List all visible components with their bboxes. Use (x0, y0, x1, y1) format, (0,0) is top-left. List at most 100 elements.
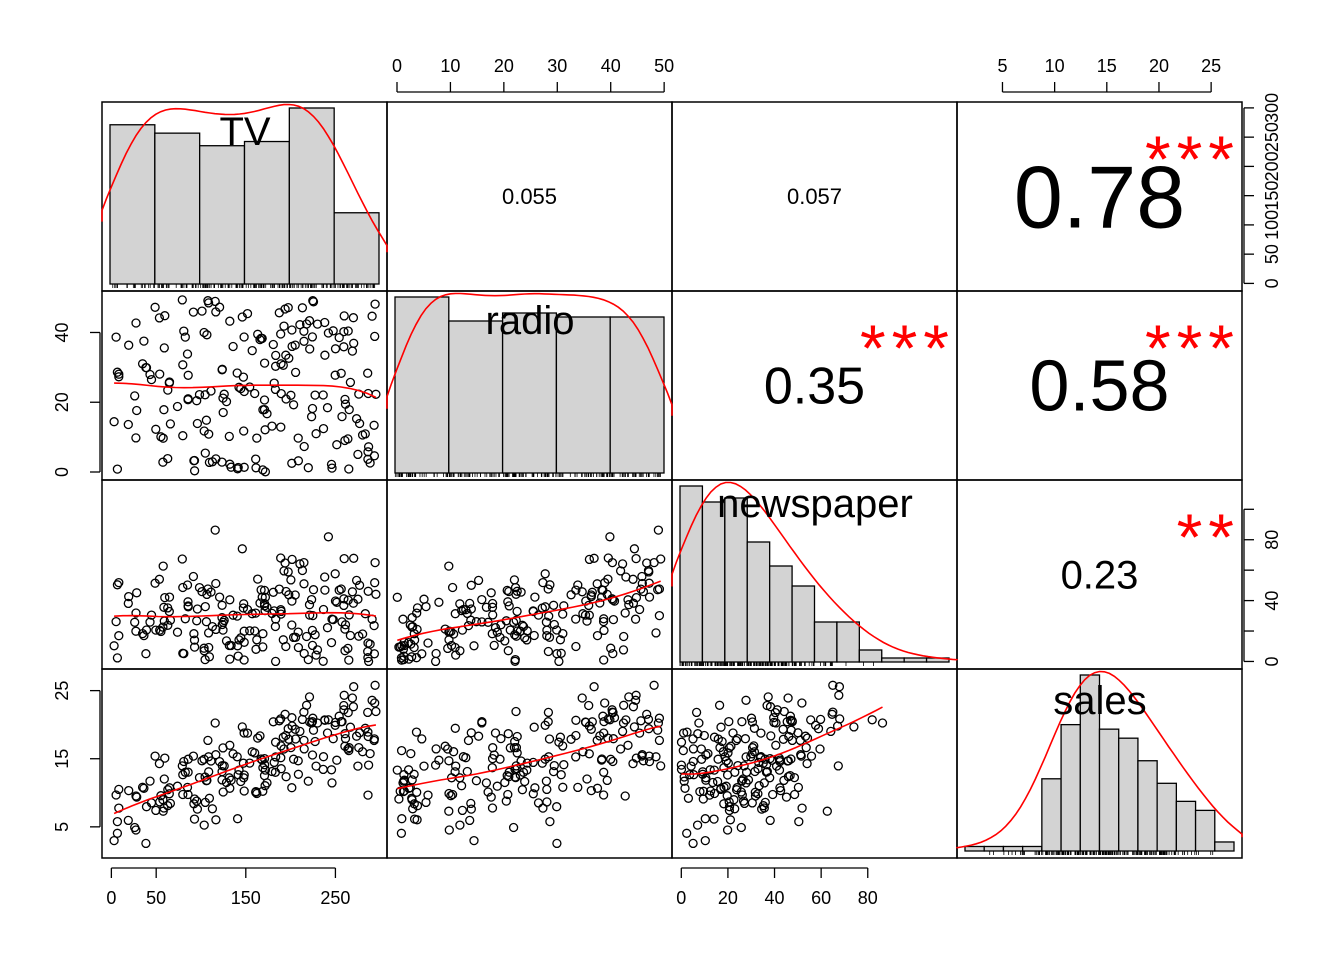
data-point (156, 626, 166, 637)
data-point (250, 388, 260, 399)
data-point (299, 326, 309, 336)
data-point (151, 625, 161, 635)
data-point (643, 714, 654, 725)
data-point (280, 558, 290, 568)
data-point (299, 579, 309, 589)
data-point (592, 579, 602, 589)
data-point (236, 383, 246, 394)
data-point (306, 412, 317, 422)
data-point (753, 764, 763, 774)
data-point (700, 814, 710, 824)
data-point (636, 716, 646, 726)
data-point (558, 609, 568, 619)
data-point (397, 641, 407, 651)
data-point (512, 606, 522, 617)
data-point (211, 307, 221, 317)
data-point (644, 567, 654, 577)
data-point (199, 754, 209, 764)
data-point (486, 588, 496, 598)
data-point (307, 750, 318, 760)
histogram-bar (609, 316, 665, 474)
histogram-bar (1118, 737, 1139, 852)
data-point (179, 756, 189, 767)
data-point (221, 396, 232, 407)
data-point (608, 756, 618, 767)
data-point (124, 340, 134, 350)
data-point (252, 788, 262, 799)
significance-stars: *** (1145, 122, 1240, 196)
data-point (304, 600, 315, 610)
tick-label: 0 (1262, 278, 1282, 288)
data-point (276, 553, 286, 563)
data-point (637, 751, 647, 761)
data-point (327, 463, 337, 473)
tick-label: 5 (52, 822, 72, 832)
data-point (141, 625, 152, 635)
tick-label: 25 (52, 681, 72, 701)
data-point (189, 642, 200, 652)
tick-label: 50 (1262, 244, 1282, 264)
data-point (226, 775, 236, 785)
data-point (348, 598, 359, 608)
data-point (183, 602, 193, 612)
data-point (295, 559, 305, 569)
data-point (278, 732, 288, 742)
data-point (158, 433, 168, 443)
data-point (676, 760, 687, 770)
data-point (703, 748, 713, 759)
data-point (217, 775, 227, 785)
histogram-bar (746, 541, 771, 663)
tick-label: 15 (1097, 56, 1117, 76)
correlation-value: 0.055 (502, 184, 557, 209)
data-point (242, 728, 253, 738)
data-point (608, 614, 619, 625)
data-point (203, 735, 213, 746)
data-point (618, 645, 629, 655)
tick-label: 300 (1262, 93, 1282, 123)
data-point (146, 374, 157, 385)
data-point (473, 575, 484, 586)
data-point (365, 458, 375, 468)
data-point (488, 743, 498, 753)
data-point (225, 595, 235, 605)
panel-frame-sales-sales (956, 668, 1243, 859)
correlation-value: 0.78 (1014, 147, 1185, 246)
data-point (730, 804, 740, 814)
data-point (556, 648, 566, 658)
data-point (800, 731, 811, 741)
data-point (165, 419, 176, 429)
data-point (192, 604, 203, 614)
data-point (783, 772, 794, 782)
data-point (712, 776, 723, 787)
data-point (815, 714, 826, 725)
data-point (154, 758, 165, 769)
data-point (332, 597, 342, 607)
data-point (465, 598, 475, 609)
data-point (310, 630, 320, 640)
data-point (245, 758, 255, 768)
data-point (549, 760, 559, 771)
data-point (431, 744, 441, 754)
data-point (511, 615, 521, 626)
data-point (179, 326, 189, 336)
data-point (510, 656, 520, 666)
data-point (260, 425, 270, 435)
tick-label: 0 (392, 56, 402, 76)
data-point (466, 580, 476, 590)
data-point (456, 781, 467, 791)
data-point (581, 717, 591, 728)
data-point (160, 592, 170, 603)
data-point (369, 451, 380, 461)
data-point (806, 751, 817, 761)
data-point (318, 752, 329, 762)
data-point (131, 318, 141, 328)
data-point (696, 744, 706, 754)
histogram-bar (1098, 728, 1120, 852)
data-point (343, 643, 353, 654)
data-point (481, 602, 492, 612)
data-point (699, 730, 709, 741)
data-point (582, 616, 592, 626)
data-point (628, 574, 638, 584)
data-point (251, 787, 261, 797)
data-point (556, 770, 566, 780)
